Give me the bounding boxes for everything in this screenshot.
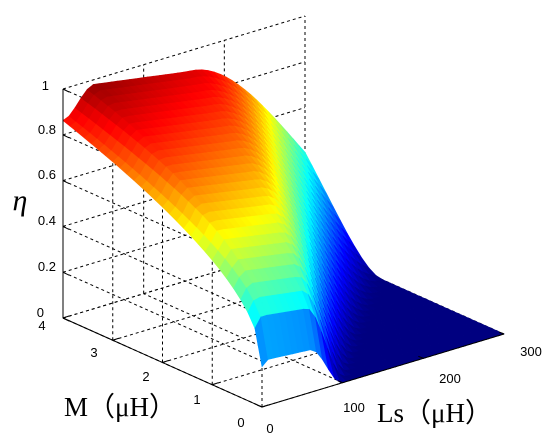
y-tick-label: 1 — [193, 392, 200, 407]
y-tick-label: 2 — [142, 369, 149, 384]
x-axis-line — [261, 333, 505, 408]
x-tick-label: 100 — [343, 400, 365, 415]
y-tick-mark — [261, 404, 269, 408]
y-tick-mark — [212, 382, 219, 386]
x-tick-mark — [418, 355, 424, 359]
grid-line — [62, 271, 263, 362]
x-tick-mark — [337, 380, 343, 384]
x-tick-label: 200 — [439, 371, 461, 386]
z-tick-mark — [62, 180, 70, 185]
y-axis-label: M（μH） — [64, 392, 176, 422]
y-tick-label: 4 — [38, 318, 45, 333]
z-tick-label: 0.8 — [38, 122, 56, 137]
x-axis-label: Ls（μH） — [377, 398, 492, 428]
y-tick-mark — [112, 337, 119, 341]
axis-frame — [62, 88, 505, 408]
z-tick-label: 0.2 — [38, 259, 56, 274]
y-tick-label: 0 — [237, 415, 244, 430]
z-axis-label: η — [13, 184, 28, 217]
x-tick-mark — [256, 404, 263, 408]
z-tick-mark — [62, 88, 70, 93]
z-tick-mark — [62, 271, 70, 276]
x-tick-label: 300 — [520, 344, 542, 359]
x-tick-label: 0 — [266, 421, 273, 436]
y-tick-label: 3 — [90, 345, 97, 360]
z-tick-mark — [62, 225, 70, 230]
grid-line — [62, 15, 306, 90]
surface — [62, 69, 505, 384]
z-tick-label: 0.4 — [38, 213, 56, 228]
z-tick-label: 0 — [37, 305, 44, 320]
z-tick-label: 0.6 — [38, 167, 56, 182]
y-tick-mark — [62, 315, 70, 319]
z-tick-label: 1 — [42, 78, 49, 93]
y-tick-mark — [162, 360, 169, 363]
z-tick-mark — [62, 317, 70, 322]
x-tick-mark — [498, 331, 505, 335]
z-tick-mark — [62, 134, 70, 139]
